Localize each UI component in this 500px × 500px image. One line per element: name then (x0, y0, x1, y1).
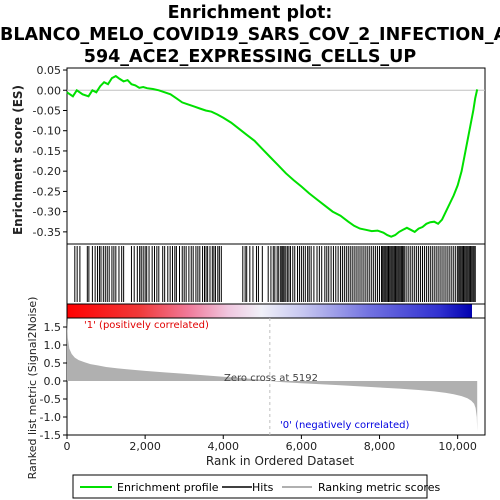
title-line: 594_ACE2_EXPRESSING_CELLS_UP (83, 47, 417, 67)
x-tick-label: 4,000 (208, 440, 240, 453)
metric-y-tick-label: 0.0 (44, 375, 62, 388)
hits-panel (66, 243, 486, 305)
legend-ranking-label: Ranking metric scores (318, 481, 440, 494)
enrichment-y-axis-label: Enrichment score (ES) (11, 85, 25, 235)
metric-y-tick-label: -1.0 (40, 411, 61, 424)
es-y-tick-label: 0.00 (37, 84, 62, 97)
zero-cross-label: Zero cross at 5192 (224, 373, 318, 384)
x-axis-label: Rank in Ordered Dataset (206, 454, 354, 468)
x-tick-label: 2,000 (129, 440, 161, 453)
es-y-tick-label: -0.20 (33, 165, 61, 178)
ranked-metric-y-axis-label: Ranked list metric (Signal2Noise) (26, 297, 39, 480)
ranked-metric-panel: 1.5 1.0 0.5 0.0 -0.5 -1.0 -1.5 0 2,000 4,000 6,00… (26, 297, 486, 480)
x-tick-label: 0 (64, 440, 71, 453)
title-line: BLANCO_MELO_COVID19_SARS_COV_2_INFECTION… (0, 25, 500, 45)
legend-enrichment-label: Enrichment profile (117, 481, 219, 494)
es-y-tick-label: -0.30 (33, 206, 61, 219)
es-y-tick-label: -0.35 (33, 226, 61, 239)
ranking-metric-area (67, 319, 478, 432)
es-y-tick-label: 0.05 (37, 64, 62, 77)
x-tick-label: 10,000 (438, 440, 477, 453)
metric-y-tick-label: 1.0 (44, 339, 62, 352)
enrichment-profile-line (66, 74, 479, 238)
chart-title: Enrichment plot: BLANCO_MELO_COVID19_SAR… (0, 2, 500, 68)
metric-y-tick-label: 1.5 (44, 321, 62, 334)
positively-correlated-label: '1' (positively correlated) (84, 320, 209, 331)
legend: Enrichment profile Hits Ranking metric s… (72, 474, 440, 499)
negatively-correlated-label: '0' (negatively correlated) (280, 420, 409, 431)
rank-color-bar (67, 304, 472, 318)
title-line: Enrichment plot: (167, 3, 333, 23)
enrichment-panel-frame (66, 67, 486, 245)
legend-hits-label: Hits (252, 481, 274, 494)
es-y-tick-label: -0.05 (33, 104, 61, 117)
es-y-tick-label: -0.10 (33, 125, 61, 138)
metric-y-tick-label: 0.5 (44, 357, 62, 370)
es-y-tick-label: -0.25 (33, 185, 61, 198)
metric-y-tick-label: -1.5 (40, 429, 61, 442)
x-tick-label: 8,000 (364, 440, 396, 453)
metric-y-tick-label: -0.5 (40, 393, 61, 406)
hits-panel-frame (66, 243, 486, 305)
x-tick-label: 6,000 (286, 440, 318, 453)
enrichment-panel: 0.05 0.00 -0.05 -0.10 -0.15 -0.20 -0.25 -0.30 -0… (11, 64, 486, 245)
es-y-tick-label: -0.15 (33, 145, 61, 158)
